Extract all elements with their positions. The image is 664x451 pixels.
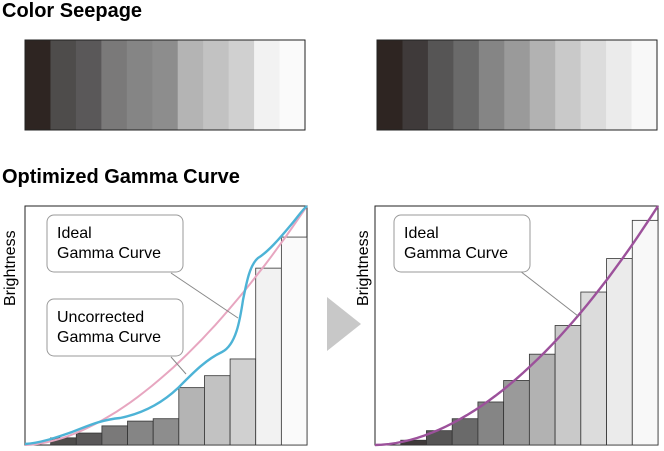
strip-swatch [580, 40, 607, 130]
color-seepage-title: Color Seepage [2, 0, 143, 22]
left-chart-bars [50, 236, 308, 446]
brightness-bar [580, 291, 607, 446]
uncorrected-callout-box [46, 298, 184, 357]
brightness-bar [75, 432, 103, 446]
strip-swatch [152, 40, 179, 130]
uncorrected-callout-pointer [170, 356, 187, 375]
brightness-bar [152, 418, 180, 446]
strip-swatch [228, 40, 255, 130]
brightness-bar [127, 420, 154, 446]
brightness-bar [477, 401, 505, 446]
right-callout-pointer [519, 270, 579, 317]
strip-swatch [478, 40, 505, 130]
strip-border [376, 39, 658, 131]
ideal-callout-box [46, 214, 184, 273]
right-callout-line-1: Ideal [404, 225, 439, 242]
brightness-bar [255, 267, 282, 446]
optimized-gamma-curve-title: Optimized Gamma Curve [2, 166, 240, 188]
strip-border [24, 39, 306, 131]
uncorrected-callout-line-2: Gamma Curve [57, 329, 161, 346]
optimized-gamma-chart: Ideal Gamma Curve Brightness [355, 205, 660, 447]
strip-swatch [75, 40, 102, 130]
brightness-bar [528, 353, 556, 446]
color-strip-after [376, 39, 658, 131]
strip-swatch [50, 40, 77, 130]
uncorrected-gamma-chart: Ideal Gamma Curve Uncorrected Gamma Curv… [2, 205, 308, 446]
strip-swatch [254, 40, 281, 130]
strip-swatch [177, 40, 204, 130]
strip-swatch [555, 40, 582, 130]
right-callout-line-2: Gamma Curve [404, 245, 508, 262]
uncorrected-callout-line-1: Uncorrected [57, 309, 144, 326]
brightness-bar [280, 236, 308, 446]
strip-swatch [126, 40, 153, 130]
right-chart-bars [400, 219, 659, 446]
strip-swatch [25, 40, 52, 130]
strip-swatch [377, 40, 404, 130]
optimized-gamma-curve-line [374, 205, 660, 447]
brightness-bar [606, 258, 633, 446]
strip-swatch [631, 40, 658, 130]
strip-swatch [402, 40, 429, 130]
strip-swatch [504, 40, 531, 130]
strip-swatch [529, 40, 556, 130]
ideal-callout-line-2: Gamma Curve [57, 245, 161, 262]
brightness-bar [178, 387, 205, 446]
ideal-callout-line-1: Ideal [57, 225, 92, 242]
right-ideal-callout-box [393, 214, 531, 273]
ideal-gamma-curve-line [24, 205, 308, 446]
strip-swatch [203, 40, 230, 130]
arrow-icon [327, 297, 361, 351]
brightness-bar [554, 325, 582, 446]
strip-swatch [101, 40, 128, 130]
strip-swatch [453, 40, 480, 130]
uncorrected-gamma-curve-line [24, 205, 308, 446]
strip-swatch [427, 40, 454, 130]
brightness-bar [631, 219, 659, 446]
left-brightness-label: Brightness [2, 230, 19, 306]
brightness-bar [204, 375, 231, 446]
color-strip-before [24, 39, 306, 131]
right-brightness-label: Brightness [355, 230, 372, 306]
brightness-bar [503, 380, 530, 446]
brightness-bar [101, 425, 128, 446]
brightness-bar [229, 358, 257, 446]
ideal-callout-pointer [170, 272, 239, 319]
strip-swatch [606, 40, 633, 130]
strip-swatch [279, 40, 306, 130]
